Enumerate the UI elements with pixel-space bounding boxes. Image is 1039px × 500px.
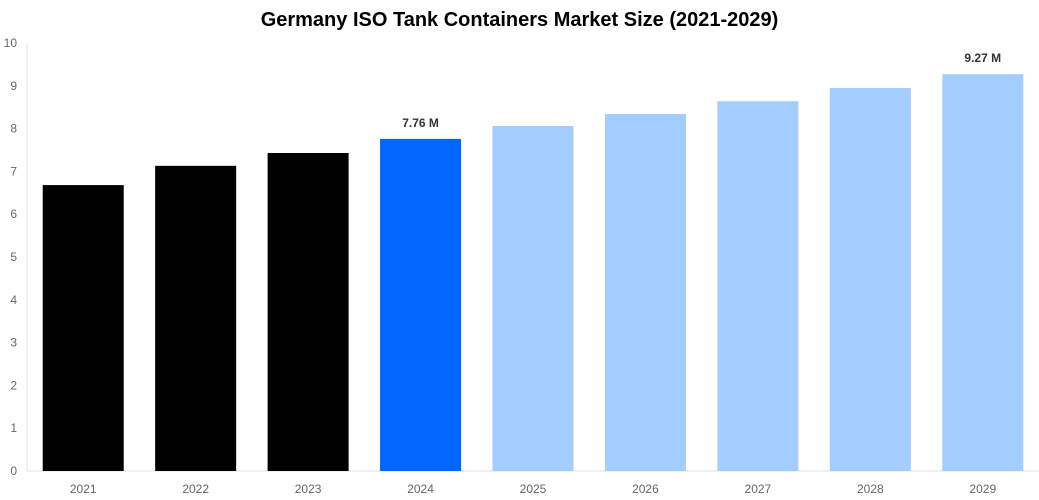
y-tick-label: 0	[10, 464, 17, 478]
x-tick-label: 2028	[857, 482, 884, 496]
data-label: 7.76 M	[402, 116, 439, 130]
y-tick-label: 8	[10, 122, 17, 136]
x-tick-label: 2029	[969, 482, 996, 496]
bar-2028	[829, 87, 911, 471]
x-tick-label: 2025	[520, 482, 547, 496]
y-tick-label: 10	[4, 36, 18, 50]
y-tick-label: 4	[10, 293, 17, 307]
x-tick-label: 2021	[70, 482, 97, 496]
bar-2029	[942, 74, 1024, 471]
y-tick-label: 3	[10, 336, 17, 350]
x-tick-label: 2023	[295, 482, 322, 496]
bar-2024	[380, 138, 462, 471]
x-tick-label: 2026	[632, 482, 659, 496]
bar-2022	[155, 165, 237, 471]
y-tick-label: 7	[10, 164, 17, 178]
x-tick-label: 2027	[745, 482, 772, 496]
y-tick-label: 9	[10, 79, 17, 93]
y-tick-label: 6	[10, 207, 17, 221]
data-label: 9.27 M	[964, 51, 1001, 65]
x-tick-label: 2024	[407, 482, 434, 496]
y-tick-label: 5	[10, 250, 17, 264]
bar-2025	[492, 126, 574, 472]
bar-2026	[604, 114, 686, 471]
y-tick-label: 2	[10, 378, 17, 392]
x-tick-label: 2022	[182, 482, 209, 496]
bar-2023	[267, 152, 349, 471]
bar-2021	[42, 185, 124, 471]
bar-2027	[717, 101, 799, 471]
chart-title: Germany ISO Tank Containers Market Size …	[260, 9, 779, 31]
y-tick-label: 1	[10, 421, 17, 435]
